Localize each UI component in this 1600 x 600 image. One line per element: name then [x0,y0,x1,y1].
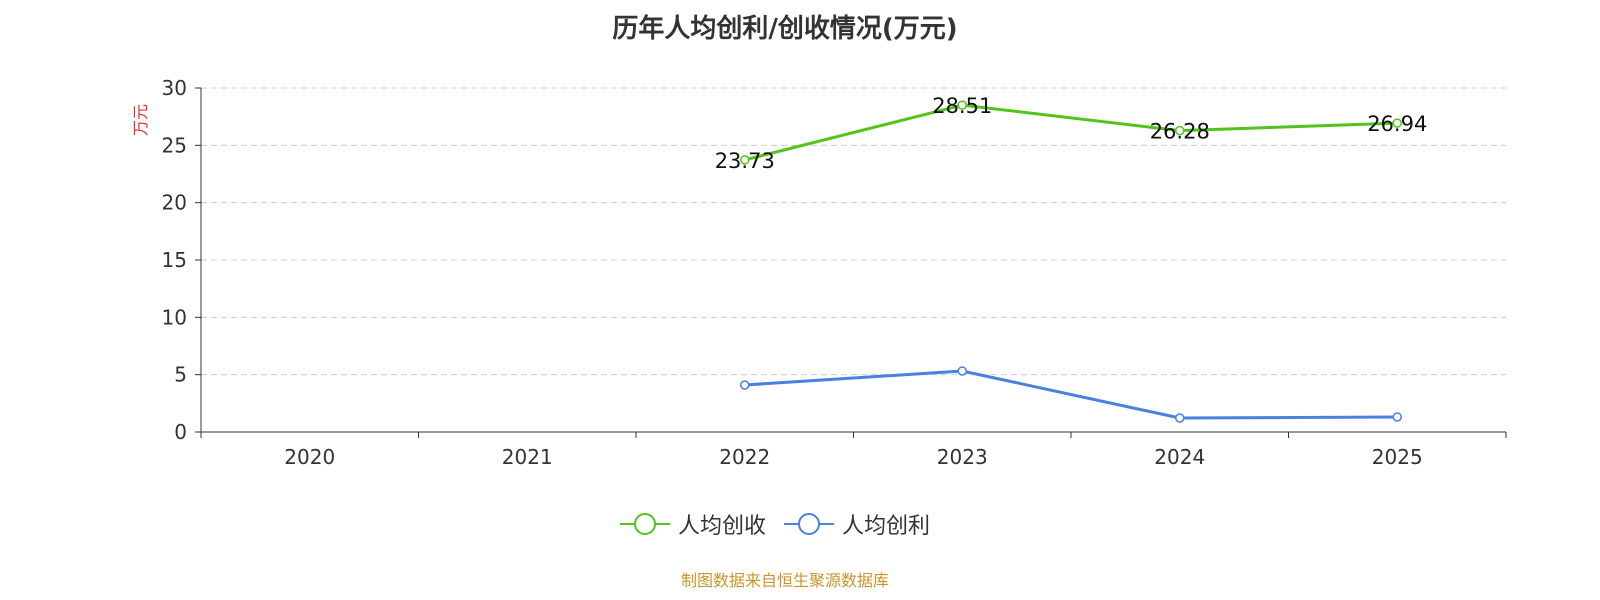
data-point [957,366,967,376]
data-point [1392,412,1402,422]
legend-item-revenue[interactable]: 人均创收 [620,508,766,540]
y-tick-label: 25 [162,133,187,157]
y-tick-label: 5 [174,363,187,387]
x-tick-label: 2025 [1372,445,1423,469]
legend-marker-icon [784,513,835,535]
data-label: 26.28 [1150,120,1210,144]
data-label: 23.73 [715,149,775,173]
data-label: 28.51 [932,94,992,118]
x-tick-label: 2022 [719,445,770,469]
y-tick-label: 10 [162,305,187,329]
x-tick-label: 2020 [284,445,335,469]
data-point [740,155,750,165]
legend: 人均创收 人均创利 [620,508,948,540]
y-axis-label: 万元 [131,104,150,136]
data-point [1175,413,1185,423]
series-line [744,103,1398,162]
y-tick-label: 0 [174,420,187,444]
x-tick-label: 2023 [937,445,988,469]
data-point [1175,125,1185,136]
data-label: 26.94 [1367,112,1427,136]
y-tick-label: 20 [162,191,187,215]
x-tick-label: 2024 [1154,445,1205,469]
series-line [744,369,1398,420]
legend-item-profit[interactable]: 人均创利 [784,508,930,540]
y-tick-label: 15 [162,248,187,272]
y-tick-label: 30 [162,76,187,100]
chart-title: 历年人均创利/创收情况(万元) [612,14,958,44]
x-tick-label: 2021 [502,445,553,469]
legend-label: 人均创收 [678,514,767,539]
data-point [1392,118,1402,128]
data-point [957,100,967,110]
data-point [740,380,750,390]
legend-label: 人均创利 [842,514,931,539]
legend-marker-icon [620,513,670,535]
data-source-note: 制图数据来自恒生聚源数据库 [680,571,889,590]
